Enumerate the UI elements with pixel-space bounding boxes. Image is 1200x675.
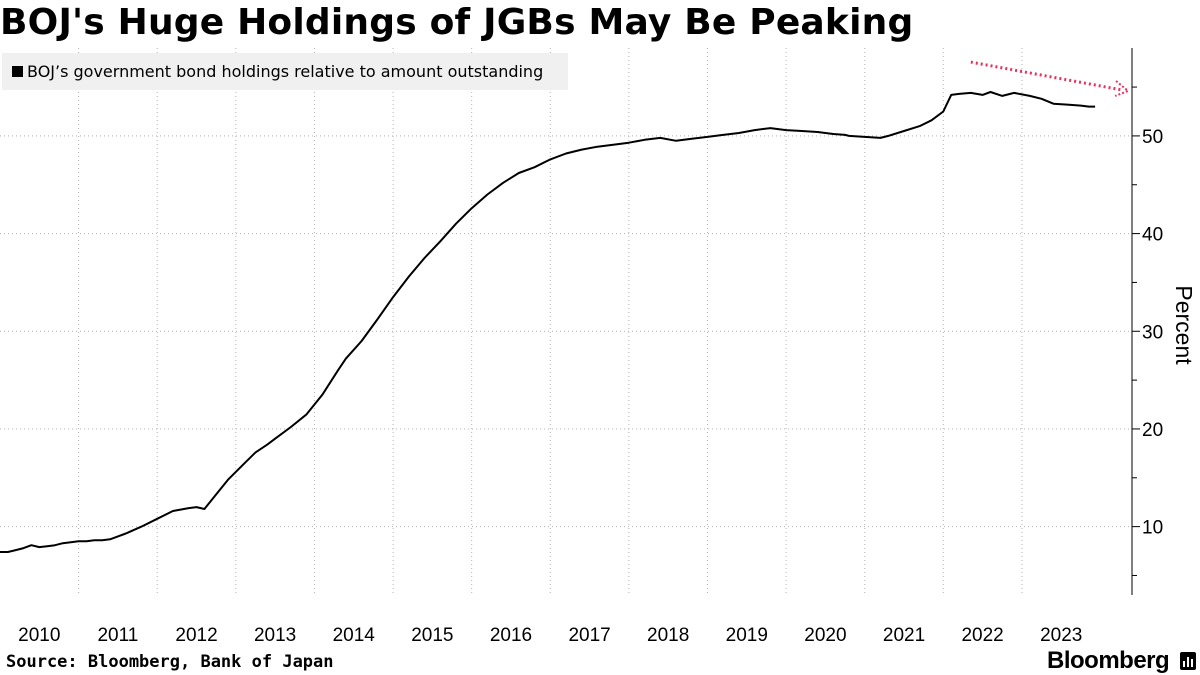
x-tick-label: 2017: [568, 625, 610, 646]
x-tick-label: 2018: [647, 625, 689, 646]
y-tick-label: 20: [1142, 420, 1163, 441]
x-tick-label: 2020: [804, 625, 846, 646]
x-tick-label: 2013: [254, 625, 296, 646]
trend-arrow-head: [1114, 80, 1131, 97]
trend-arrow-line: [970, 60, 1123, 92]
x-tick-label: 2023: [1040, 625, 1082, 646]
x-tick-label: 2016: [490, 625, 532, 646]
y-tick-label: 50: [1142, 127, 1163, 148]
y-tick-label: 40: [1142, 225, 1163, 246]
x-tick-label: 2019: [726, 625, 768, 646]
x-tick-label: 2015: [411, 625, 453, 646]
y-axis-label: Percent: [1171, 285, 1197, 365]
bloomberg-chart-icon: [1180, 652, 1196, 670]
x-tick-label: 2014: [333, 625, 376, 646]
legend-swatch: [12, 66, 23, 77]
chart-title: BOJ's Huge Holdings of JGBs May Be Peaki…: [0, 2, 914, 43]
legend: BOJ’s government bond holdings relative …: [2, 53, 568, 90]
y-tick-label: 30: [1142, 322, 1163, 343]
legend-label: BOJ’s government bond holdings relative …: [27, 62, 544, 81]
series-line: [0, 91, 1096, 553]
x-tick-label: 2022: [961, 625, 1003, 646]
x-tick-label: 2010: [18, 625, 60, 646]
y-tick-label: 10: [1142, 518, 1163, 539]
source-note: Source: Bloomberg, Bank of Japan: [6, 652, 334, 672]
x-tick-label: 2021: [883, 625, 925, 646]
bloomberg-logo: Bloomberg: [1047, 647, 1170, 674]
x-tick-label: 2012: [175, 625, 217, 646]
x-tick-label: 2011: [97, 625, 138, 646]
